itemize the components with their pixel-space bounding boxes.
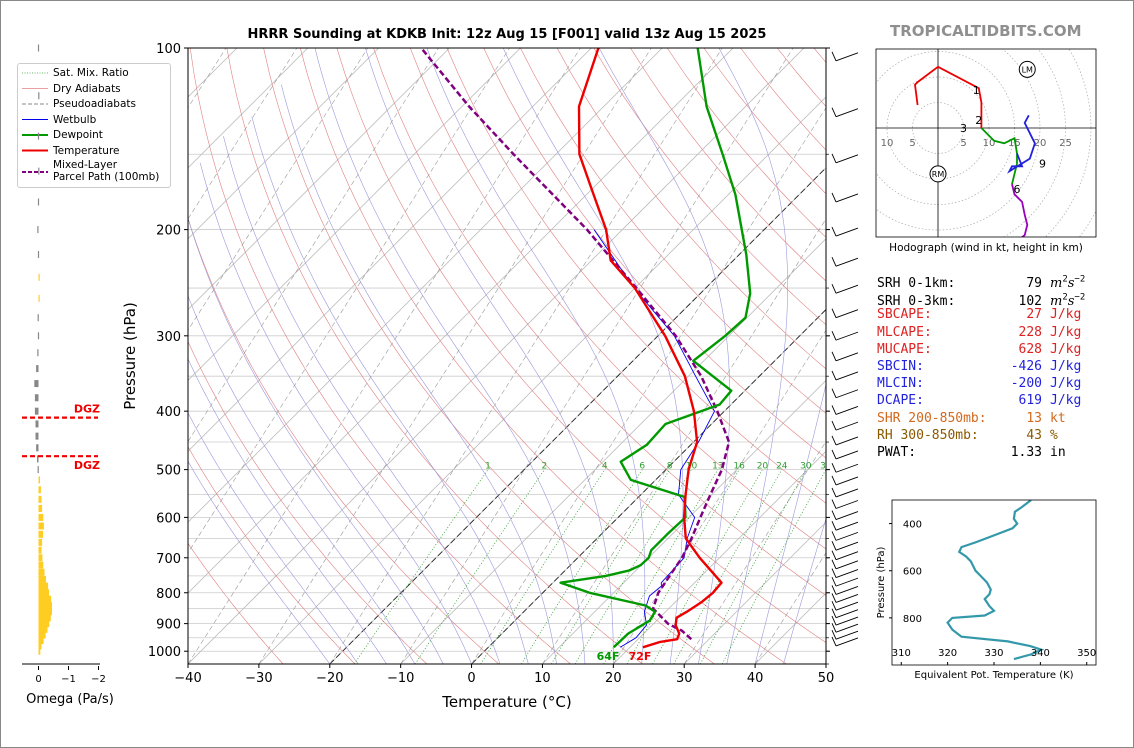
stat-row: MUCAPE: 628 J/kg [877,341,1085,358]
stat-label: SRH 0-3km: [877,293,956,309]
stat-row: SBCIN: -426 J/kg [877,358,1085,375]
stat-unit: J/kg [1050,324,1082,340]
stat-unit: in [1050,444,1066,460]
stat-unit: J/kg [1050,376,1082,392]
stat-unit: kt [1050,410,1066,426]
legend-label-wetbulb: Wetbulb [53,113,97,126]
stat-row: MLCIN: -200 J/kg [877,375,1085,392]
stat-row: DCAPE: 619 J/kg [877,392,1085,409]
stat-unit: J/kg [1050,341,1082,357]
legend-label-dry-adiabats: Dry Adiabats [53,82,121,95]
stat-value: 79 [1026,276,1042,292]
legend: Sat. Mix. Ratio Dry Adiabats Pseudoadiab… [17,63,171,188]
stat-value: -426 [1010,358,1042,374]
stat-label: RH 300-850mb: [877,427,979,443]
legend-swatches [22,72,48,173]
stat-unit: J/kg [1050,307,1082,323]
brand-watermark: TROPICALTIDBITS.COM [890,22,1082,40]
stat-unit: J/kg [1050,358,1082,374]
stat-label: PWAT: [877,444,917,460]
stat-row: SBCAPE: 27 J/kg [877,306,1085,323]
stat-label: DCAPE: [877,393,924,409]
legend-label-dewpoint: Dewpoint [53,129,103,141]
stat-value: 628 [1018,341,1042,357]
stat-value: -200 [1010,376,1042,392]
stat-value: 27 [1026,307,1042,323]
stat-unit: m2s−2 [1050,292,1086,309]
stat-value: 43 [1026,427,1042,443]
stat-value: 1.33 [1010,444,1042,460]
stat-row: SRH 0-1km: 79 m2s−2 [877,272,1086,292]
stat-value: 13 [1026,410,1042,426]
stat-label: MLCIN: [877,376,924,392]
stat-unit: J/kg [1050,393,1082,409]
stats-panel: SRH 0-1km: 79 m2s−2 SRH 0-3km: 102 m2s−2 SBCAP… [877,272,1085,461]
chart-title: HRRR Sounding at KDKB Init: 12z Aug 15 [… [247,27,767,42]
stat-value: 102 [1018,293,1042,309]
stat-row: RH 300-850mb: 43% [877,427,1085,444]
stat-row: SRH 0-3km: 102 m2s−2 [877,289,1086,309]
stat-row: MLCAPE: 228 J/kg [877,324,1085,341]
legend-label-temperature: Temperature [53,144,120,157]
stat-value: 228 [1018,324,1042,340]
stat-row: SHR 200-850mb: 13 kt [877,410,1085,427]
stat-label: SHR 200-850mb: [877,410,987,426]
stat-label: SBCIN: [877,358,924,374]
stat-label: MLCAPE: [877,324,932,340]
stat-label: MUCAPE: [877,341,932,357]
legend-label-pseudoadiabats: Pseudoadiabats [53,98,136,110]
stat-unit: m2s−2 [1050,275,1086,292]
stat-value: 619 [1018,393,1042,409]
stat-label: SBCAPE: [877,307,932,323]
stat-label: SRH 0-1km: [877,276,956,292]
stat-row: PWAT: 1.33 in [877,444,1085,461]
legend-label-parcel: Mixed-Layer Parcel Path (100mb) [53,159,160,183]
legend-label-sat-mix: Sat. Mix. Ratio [53,67,129,79]
stat-unit: % [1050,427,1058,443]
